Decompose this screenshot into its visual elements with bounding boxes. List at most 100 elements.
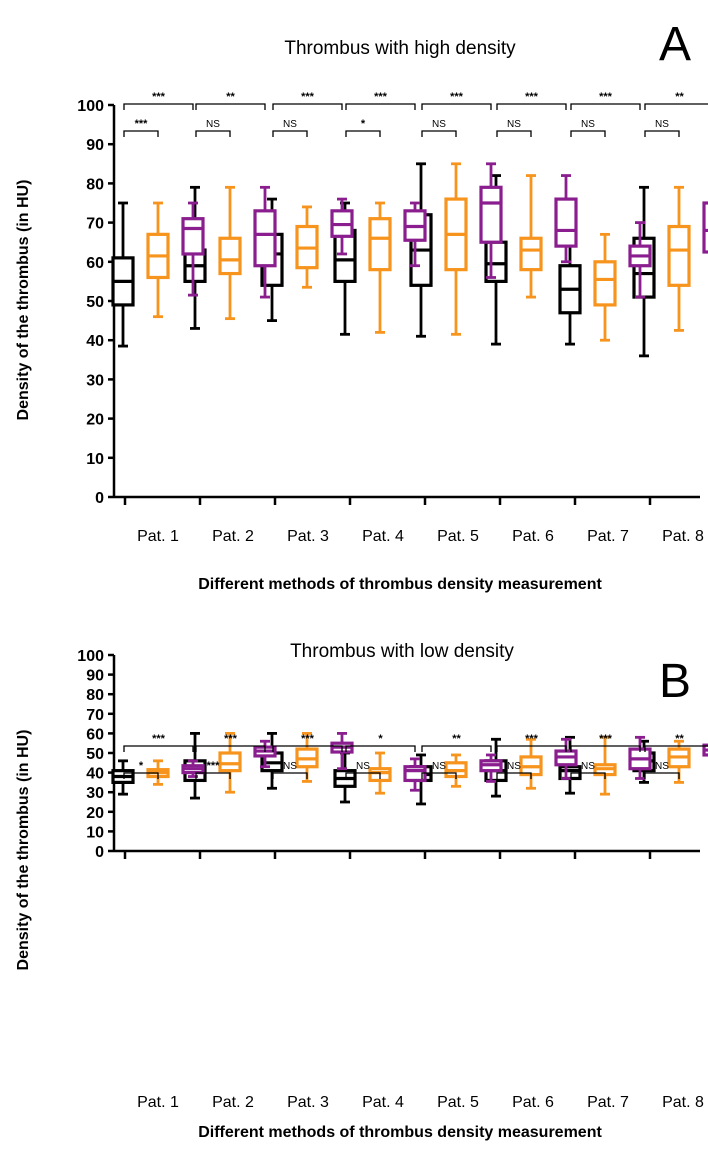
box-plot [444, 162, 468, 336]
box [218, 236, 242, 276]
significance-label: *** [301, 733, 315, 745]
bracket-line [272, 130, 308, 137]
significance-bracket-outer: * [345, 733, 416, 752]
y-tick-label: 40 [86, 766, 104, 783]
panel-title: Thrombus with low density [290, 641, 514, 662]
bracket-line [570, 745, 641, 752]
bracket-line [496, 772, 532, 779]
y-tick-label: 0 [95, 844, 104, 861]
significance-bracket-outer: ** [644, 733, 708, 752]
significance-bracket-inner: NS [496, 119, 532, 137]
significance-bracket-outer: *** [345, 91, 416, 110]
box-plot [330, 197, 354, 256]
bracket-line [421, 772, 457, 779]
significance-bracket-outer: ** [195, 91, 266, 110]
panel-a: Thrombus with high density A Density of … [15, 18, 708, 593]
significance-label: NS [432, 761, 446, 772]
bracket-line [123, 772, 159, 779]
bracket-line [496, 130, 532, 137]
bracket-line [644, 103, 708, 110]
bracket-line [123, 130, 159, 137]
box-plot [702, 201, 708, 254]
box [554, 197, 578, 248]
significance-label: *** [152, 733, 166, 745]
box-plot [295, 732, 319, 783]
box-plot [218, 185, 242, 321]
bracket-line [195, 130, 231, 137]
significance-bracket-inner: NS [644, 119, 680, 137]
y-tick-label: 0 [95, 490, 104, 507]
y-axis-label: Density of the thrombus (in HU) [15, 180, 32, 421]
significance-label: * [361, 118, 366, 130]
x-tick-label: Pat. 8 [662, 1094, 704, 1111]
significance-label: NS [206, 119, 220, 130]
x-tick-label: Pat. 6 [512, 1094, 554, 1111]
panel-letter: B [659, 655, 691, 708]
significance-bracket-inner: NS [195, 119, 231, 137]
box [368, 217, 392, 272]
box-plot [111, 201, 135, 348]
significance-bracket-inner: * [345, 118, 381, 137]
significance-bracket-inner: NS [496, 761, 532, 779]
plot-area: 0 10 20 30 40 50 60 70 80 90 100 Pat. 1 Pat. 2 Pat. 3… [77, 648, 708, 1111]
bracket-line [272, 772, 308, 779]
y-tick-label: 80 [86, 687, 104, 704]
significance-label: *** [152, 91, 166, 103]
significance-label: * [378, 733, 383, 745]
y-tick-label: 70 [86, 216, 104, 233]
x-tick-label: Pat. 5 [437, 528, 479, 545]
significance-label: NS [581, 761, 595, 772]
y-tick-label: 30 [86, 372, 104, 389]
significance-label: NS [507, 119, 521, 130]
y-tick-label: 90 [86, 137, 104, 154]
bracket-line [272, 745, 343, 752]
y-tick-label: 20 [86, 805, 104, 822]
box-plot [183, 185, 207, 330]
x-axis-label: Different methods of thrombus density me… [198, 1124, 602, 1141]
significance-label: NS [507, 761, 521, 772]
bracket-line [195, 745, 266, 752]
x-tick-label: Pat. 7 [587, 1094, 629, 1111]
box-plot [667, 185, 691, 332]
bracket-line [421, 745, 492, 752]
bracket-line [644, 745, 708, 752]
significance-label: NS [581, 119, 595, 130]
box-plot [295, 205, 319, 289]
significance-bracket-inner: NS [421, 119, 457, 137]
x-tick-label: Pat. 3 [287, 1094, 329, 1111]
box-plot [403, 201, 427, 268]
y-tick-label: 50 [86, 746, 104, 763]
significance-bracket-outer: *** [272, 733, 343, 752]
significance-bracket-inner: *** [195, 760, 231, 779]
significance-label: ** [452, 733, 461, 745]
bracket-line [272, 103, 343, 110]
significance-label: *** [525, 733, 539, 745]
x-tick-label: Pat. 8 [662, 528, 704, 545]
significance-label: *** [525, 91, 539, 103]
significance-bracket-outer: *** [272, 91, 343, 110]
bracket-line [345, 772, 381, 779]
significance-label: NS [283, 761, 297, 772]
box [181, 217, 205, 256]
bracket-line [570, 772, 606, 779]
x-tick-label: Pat. 3 [287, 528, 329, 545]
significance-bracket-outer: *** [496, 91, 567, 110]
box [593, 260, 617, 307]
y-tick-label: 40 [86, 333, 104, 350]
box [667, 224, 691, 287]
box-plot [667, 739, 691, 784]
y-tick-label: 100 [77, 648, 104, 665]
x-tick-label: Pat. 5 [437, 1094, 479, 1111]
y-tick-label: 90 [86, 668, 104, 685]
y-tick-label: 10 [86, 451, 104, 468]
bracket-line [644, 130, 680, 137]
panel-letter: A [659, 18, 691, 71]
bracket-line [496, 103, 567, 110]
box [333, 228, 357, 284]
significance-label: *** [599, 91, 613, 103]
x-tick-label: Pat. 2 [212, 528, 254, 545]
bracket-line [345, 745, 416, 752]
box-plot [181, 201, 205, 297]
significance-label: NS [356, 761, 370, 772]
